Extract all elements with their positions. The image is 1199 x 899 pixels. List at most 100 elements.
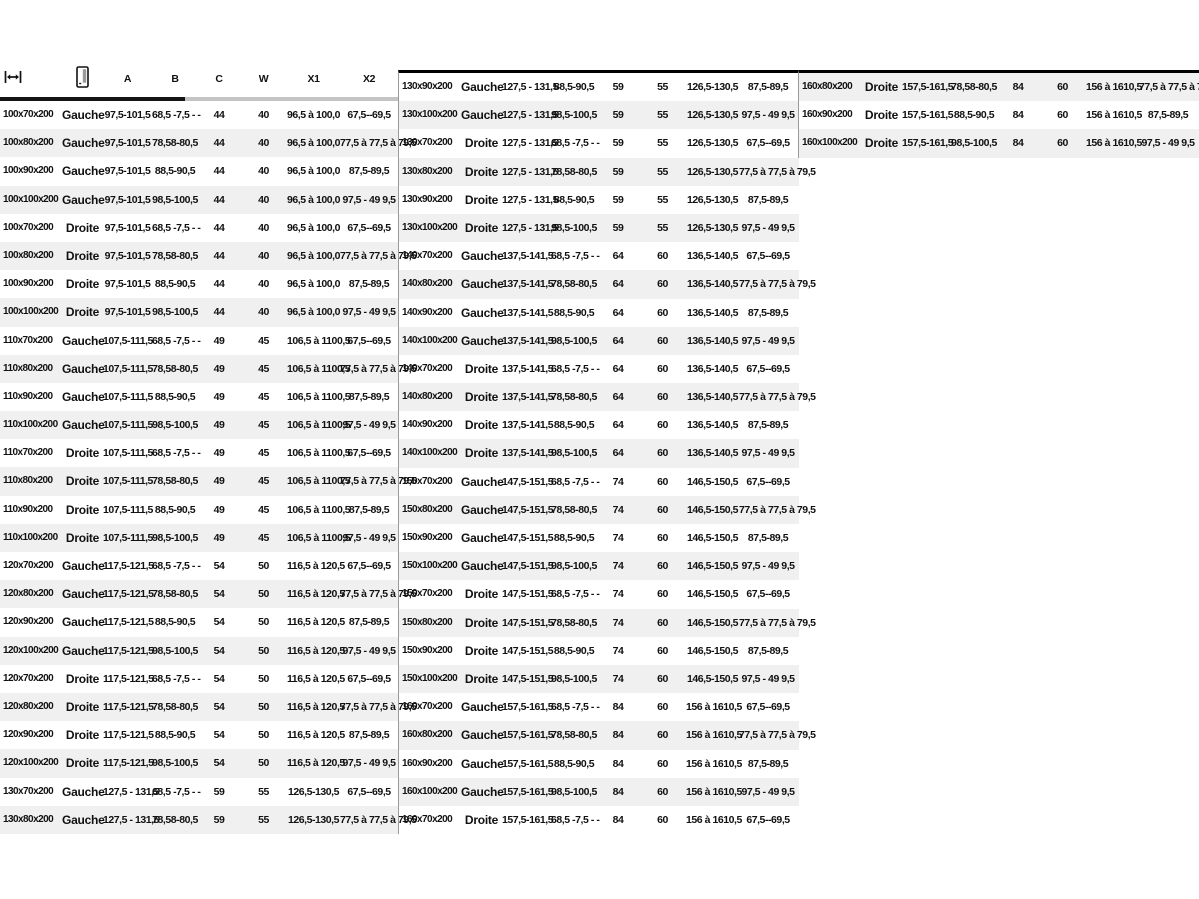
cell-size: 100x80x200 [3,249,54,261]
cell-x1: 156 à 1610,5 [1086,109,1142,122]
cell-c: 64 [612,391,624,404]
cell-w: 55 [258,785,269,798]
cell-side: Droite [65,277,100,292]
cell-x1: 96,5 à 100,0 [287,278,340,291]
cell-b: 98,5-100,5 [551,785,597,798]
cell-x1: 146,5-150,5 [686,588,739,601]
cell-c: 59 [612,137,624,150]
cell-w: 45 [258,447,269,460]
cell-b: 98,5-100,5 [551,447,597,460]
cell-c: 49 [213,390,225,403]
cell-x1: 146,5-150,5 [686,644,739,657]
cell-x1: 136,5-140,5 [686,278,739,291]
cell-b: 98,5-100,5 [152,644,198,657]
cell-x2: 87,5-89,5 [348,616,390,629]
cell-a: 157,5-161,5 [902,109,954,122]
cell-side: Droite [464,643,499,658]
cell-side: Droite [464,418,499,433]
cell-b: 88,5-90,5 [953,109,995,122]
cell-side: Gauche [461,756,504,771]
cell-x2: 97,5 - 49 9,5 [741,672,795,685]
cell-size: 130x90x200 [402,193,453,205]
cell-w: 55 [657,165,668,178]
cell-b: 68,5 -7,5 - - [551,137,600,150]
cell-x1: 126,5-130,5 [686,137,739,150]
cell-x2: 87,5-89,5 [348,390,390,403]
cell-x1: 136,5-140,5 [686,419,739,432]
cell-x2: 87,5-89,5 [747,757,789,770]
table-row: 160x100x200 Gauche 157,5-161,5 98,5-100,5 84… [399,777,799,806]
cell-a: 147,5-151,5 [502,644,554,657]
cell-side: Gauche [62,784,105,799]
width-dimension-icon [0,69,62,88]
cell-size: 150x90x200 [402,532,453,543]
cell-side: Gauche [461,559,504,574]
table-row: 140x80x200 Gauche 137,5-141,5 78,58-80,5 64 6… [399,270,816,299]
cell-w: 60 [657,729,668,742]
table-row: 160x80x200 Droite 157,5-161,5 78,58-80,5 84 6… [799,73,1199,102]
cell-a: 147,5-151,5 [502,532,554,544]
cell-size: 100x70x200 [3,109,54,120]
cell-x2: 67,5--69,5 [746,475,790,488]
cell-w: 60 [657,616,668,629]
cell-x1: 116,5 à 120,5 [287,757,345,770]
cell-x2: 97,5 - 49 9,5 [342,644,396,657]
cell-w: 40 [258,137,269,150]
table-row: 140x90x200 Gauche 137,5-141,5 88,5-90,5 64 60… [399,299,799,327]
cell-a: 137,5-141,5 [502,334,554,347]
cell-side: Gauche [461,474,504,489]
cell-size: 110x70x200 [3,447,53,459]
cell-x2: 67,5--69,5 [347,334,391,347]
cell-x1: 96,5 à 100,0 [287,109,340,121]
cell-w: 40 [258,165,269,178]
table-row: 100x70x200 Droite 97,5-101,5 68,5 -7,5 - - 4… [0,214,398,242]
cell-x1: 156 à 1610,5 [1086,137,1142,150]
cell-x2: 87,5-89,5 [747,644,789,657]
cell-x2: 67,5--69,5 [347,109,391,121]
cell-size: 140x100x200 [402,334,458,346]
table-body: 160x80x200 Droite 157,5-161,5 78,58-80,5 84 6… [799,73,1199,158]
cell-b: 98,5-100,5 [551,560,597,573]
cell-side: Droite [464,136,499,151]
cell-x1: 126,5-130,5 [686,221,739,234]
cell-c: 64 [612,250,624,263]
cell-x2: 77,5 à 77,5 à 79,5 [739,391,816,404]
cell-b: 98,5-100,5 [951,137,997,150]
table-row: 100x90x200 Gauche 97,5-101,5 88,5-90,5 44 40 9… [0,157,398,185]
cell-b: 88,5-90,5 [154,278,196,291]
cell-size: 100x70x200 [3,221,54,233]
cell-c: 64 [612,447,624,460]
cell-w: 60 [657,560,668,573]
cell-c: 44 [213,221,225,234]
cell-side: Gauche [461,784,504,799]
cell-x1: 116,5 à 120,5 [287,588,345,601]
cell-a: 157,5-161,5 [502,729,554,742]
table-row: 150x100x200 Droite 147,5-151,5 98,5-100,5 74… [399,664,799,694]
cell-size: 120x70x200 [3,560,54,571]
cell-w: 60 [657,813,668,826]
cell-c: 49 [213,475,225,488]
header-divider [0,97,398,101]
cell-x2: 97,5 - 49 9,5 [342,193,396,206]
cell-side: Droite [464,192,499,207]
cell-x1: 96,5 à 100,0 [287,193,340,206]
cell-side: Droite [464,587,499,602]
cell-a: 137,5-141,5 [502,362,554,375]
cell-x1: 106,5 à 1100,5 [287,475,351,488]
cell-side: Droite [464,164,499,179]
cell-a: 157,5-161,5 [502,813,554,826]
cell-w: 60 [657,701,668,714]
cell-c: 49 [213,334,225,347]
cell-x2: 77,5 à 77,5 à 79,5 [340,700,417,713]
cell-x2: 67,5--69,5 [746,362,790,375]
cell-x2: 87,5-89,5 [747,532,789,544]
cell-b: 68,5 -7,5 - - [551,362,600,375]
cell-a: 117,5-121,5 [103,644,154,657]
cell-side: Droite [864,136,899,151]
cell-x2: 87,5-89,5 [747,306,789,319]
table-row: 100x80x200 Droite 97,5-101,5 78,58-80,5 44 40… [0,241,417,271]
cell-a: 97,5-101,5 [104,109,151,121]
cell-size: 160x80x200 [802,81,853,92]
cell-x1: 156 à 1610,5 [1086,81,1142,93]
table-row: 150x70x200 Gauche 147,5-151,5 68,5 -7,5 - -… [399,468,799,496]
